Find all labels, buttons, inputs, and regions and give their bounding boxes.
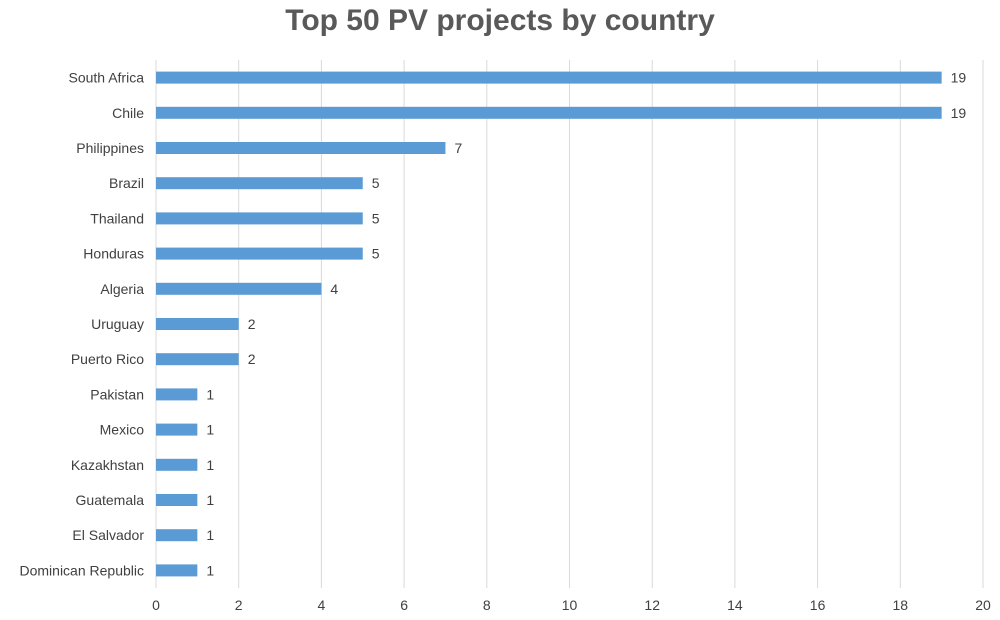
data-label: 2 — [248, 316, 256, 332]
bar — [156, 142, 446, 154]
bar — [156, 388, 198, 401]
bar — [156, 212, 363, 225]
y-tick-label: Philippines — [76, 140, 144, 156]
bar — [156, 318, 239, 330]
y-tick-label: El Salvador — [72, 527, 144, 543]
bar — [156, 106, 942, 119]
x-tick-label: 12 — [644, 597, 660, 613]
data-label: 19 — [951, 105, 967, 121]
data-label: 7 — [454, 140, 462, 156]
y-tick-label: Guatemala — [76, 492, 145, 508]
y-tick-label: Honduras — [83, 246, 144, 262]
data-label: 1 — [206, 527, 214, 543]
y-tick-label: Uruguay — [91, 316, 144, 332]
data-label: 1 — [206, 422, 214, 438]
data-label: 5 — [372, 246, 380, 262]
y-tick-label: Dominican Republic — [19, 562, 144, 578]
x-tick-label: 8 — [483, 597, 491, 613]
data-label: 2 — [248, 351, 256, 367]
y-tick-label: Brazil — [109, 175, 144, 191]
x-tick-label: 6 — [400, 597, 408, 613]
y-tick-label: Chile — [112, 105, 144, 121]
x-tick-label: 18 — [893, 597, 909, 613]
x-tick-label: 10 — [562, 597, 578, 613]
y-tick-label: Algeria — [100, 281, 144, 297]
bar — [156, 529, 198, 542]
x-tick-label: 0 — [152, 597, 160, 613]
y-tick-label: Puerto Rico — [71, 351, 144, 367]
bar — [156, 247, 363, 260]
y-tick-label: Thailand — [90, 210, 144, 226]
chart-title: Top 50 PV projects by country — [285, 4, 715, 37]
data-label: 1 — [206, 562, 214, 578]
data-label: 1 — [206, 492, 214, 508]
data-label: 4 — [330, 281, 338, 297]
y-tick-label: Pakistan — [90, 386, 144, 402]
bar — [156, 564, 198, 577]
x-tick-label: 4 — [318, 597, 326, 613]
y-tick-label: Kazakhstan — [71, 457, 144, 473]
data-label: 19 — [951, 70, 967, 86]
bar — [156, 423, 198, 436]
bar — [156, 494, 198, 506]
bar — [156, 353, 239, 366]
x-tick-label: 2 — [235, 597, 243, 613]
data-label: 1 — [206, 457, 214, 473]
data-label: 1 — [206, 386, 214, 402]
y-tick-label: South Africa — [69, 70, 145, 86]
x-tick-label: 14 — [727, 597, 743, 613]
x-tick-label: 20 — [975, 597, 991, 613]
bar — [156, 177, 363, 190]
data-label: 5 — [372, 175, 380, 191]
bar — [156, 458, 198, 471]
data-label: 5 — [372, 210, 380, 226]
bar — [156, 282, 322, 295]
y-tick-label: Mexico — [100, 422, 145, 438]
x-tick-label: 16 — [810, 597, 826, 613]
bar — [156, 71, 942, 84]
